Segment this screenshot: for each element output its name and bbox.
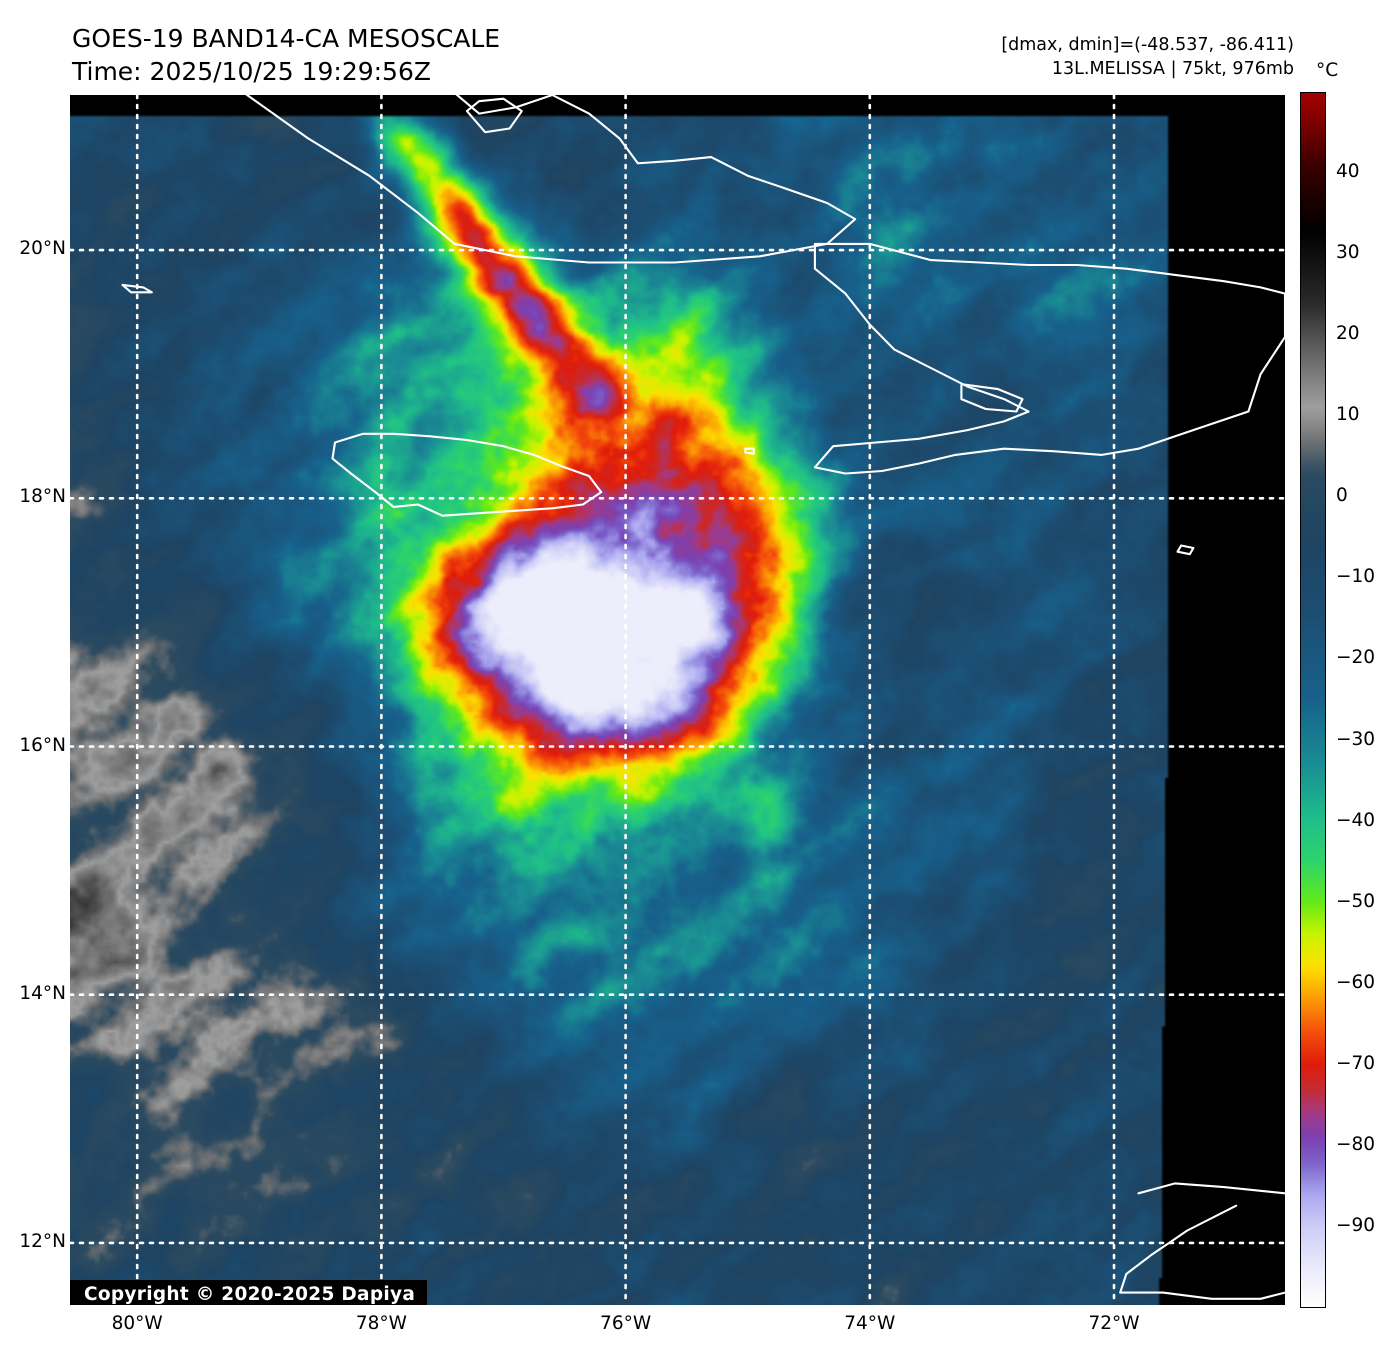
lon-tick-76: 76°W (600, 1313, 652, 1334)
time-line: Time: 2025/10/25 19:29:56Z (72, 57, 431, 86)
colorbar-tick-10: 10 (1336, 404, 1360, 426)
page-title: GOES-19 BAND14-CA MESOSCALE Time: 2025/1… (72, 22, 500, 88)
colorbar-tick--90: −90 (1336, 1214, 1376, 1236)
colorbar-tick-20: 20 (1336, 323, 1360, 345)
dminmax-label: [dmax, dmin]=(-48.537, -86.411) (1001, 35, 1294, 55)
title-line: GOES-19 BAND14-CA MESOSCALE (72, 24, 501, 53)
colorbar-tick-40: 40 (1336, 161, 1360, 183)
colorbar-tick--70: −70 (1336, 1052, 1376, 1074)
colorbar-unit-label: °C (1316, 60, 1339, 81)
lat-tick-14: 14°N (19, 982, 66, 1004)
lon-tick-80: 80°W (111, 1313, 163, 1334)
lon-tick-78: 78°W (355, 1313, 407, 1334)
colorbar (1300, 92, 1326, 1308)
colorbar-tick-0: 0 (1336, 485, 1348, 507)
storm-label: 13L.MELISSA | 75kt, 976mb (1051, 59, 1294, 80)
lon-tick-72: 72°W (1088, 1313, 1140, 1334)
colorbar-tick-30: 30 (1336, 242, 1360, 264)
colorbar-tick--10: −10 (1336, 566, 1376, 588)
colorbar-tick--60: −60 (1336, 971, 1376, 993)
graticule-grid (70, 95, 1285, 1305)
colorbar-tick--30: −30 (1336, 728, 1376, 750)
satellite-imagery (70, 95, 1285, 1305)
lat-tick-12: 12°N (19, 1230, 66, 1252)
lat-tick-20: 20°N (19, 238, 66, 260)
colorbar-tick--40: −40 (1336, 809, 1376, 831)
lat-tick-18: 18°N (19, 486, 66, 508)
satellite-image-panel: Copyright © 2020-2025 Dapiya (70, 95, 1285, 1305)
lon-tick-74: 74°W (844, 1313, 896, 1334)
colorbar-tick--80: −80 (1336, 1133, 1376, 1155)
colorbar-tick--50: −50 (1336, 890, 1376, 912)
colorbar-tick--20: −20 (1336, 647, 1376, 669)
copyright-banner: Copyright © 2020-2025 Dapiya (70, 1280, 428, 1305)
lat-tick-16: 16°N (19, 734, 66, 756)
colorbar-gradient (1301, 93, 1325, 1307)
metadata-block: [dmax, dmin]=(-48.537, -86.411) 13L.MELI… (1001, 33, 1294, 81)
